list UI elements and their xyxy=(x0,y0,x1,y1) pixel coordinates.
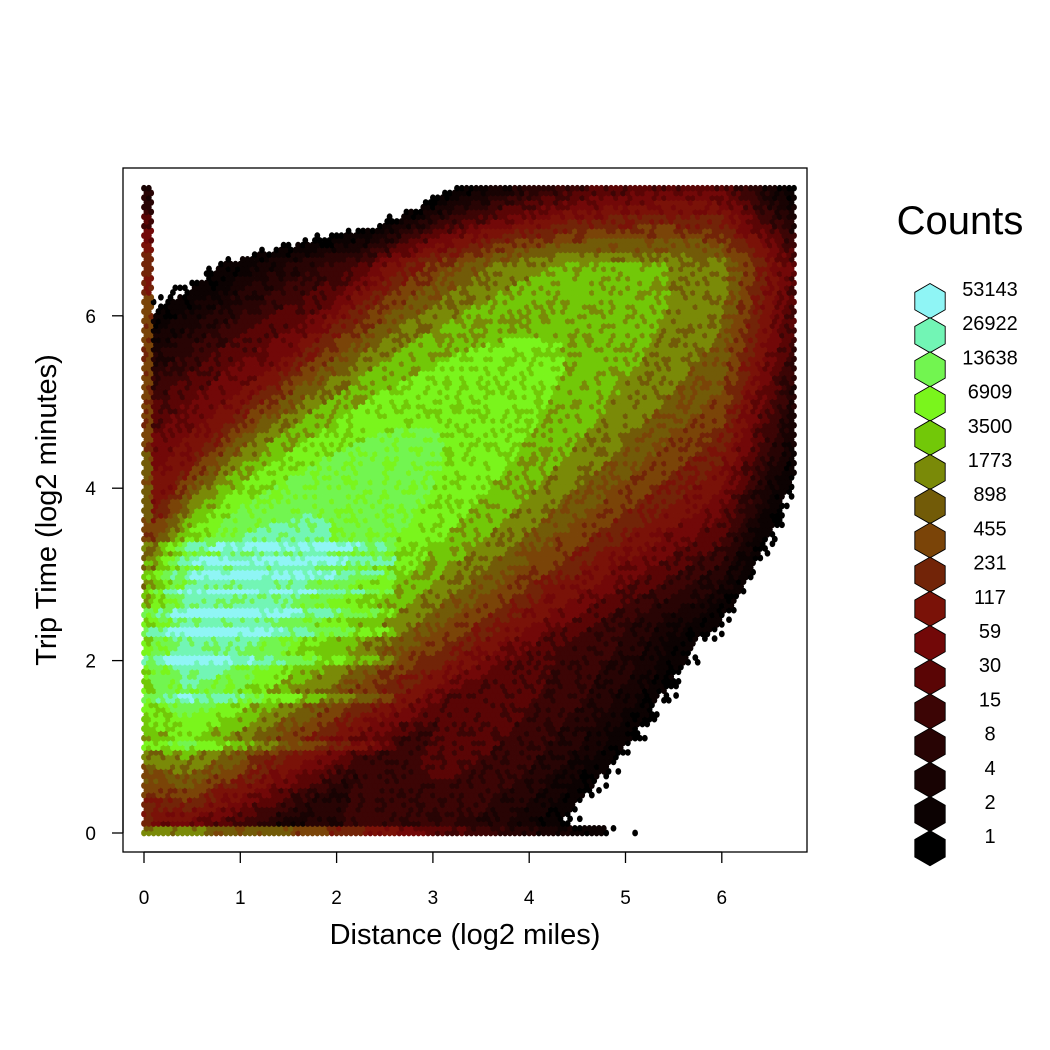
hexbin-cell xyxy=(676,678,682,685)
hexbin-cell xyxy=(654,711,660,718)
hexbin-cell xyxy=(577,815,583,822)
hexbin-cell xyxy=(642,735,648,742)
hexbin-cell xyxy=(603,782,609,789)
hexbin-cell xyxy=(625,749,631,756)
hexbin-cell xyxy=(712,635,718,642)
hexbin-cell xyxy=(601,825,607,832)
hexbin-cell xyxy=(726,616,732,623)
hexbin-cell xyxy=(632,830,638,837)
hexbin-cell xyxy=(615,768,621,775)
hexbin-cell xyxy=(692,654,698,661)
hexbin-cell xyxy=(596,787,602,794)
hexbin-cell xyxy=(719,631,725,638)
hexbin-cell xyxy=(611,825,617,832)
hexbin-cell xyxy=(673,692,679,699)
